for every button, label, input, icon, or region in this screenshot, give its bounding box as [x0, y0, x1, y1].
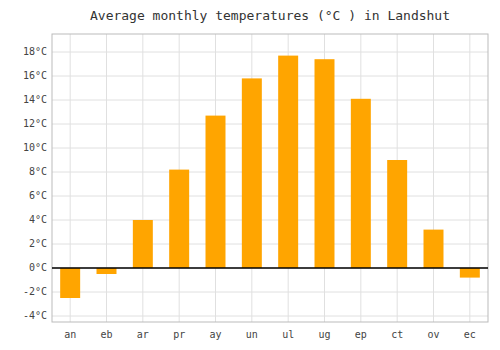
y-grid-line [52, 268, 488, 269]
x-grid-line [106, 34, 107, 322]
y-grid-line [52, 148, 488, 149]
bar [60, 268, 80, 298]
bar [351, 99, 371, 268]
y-grid-line [52, 196, 488, 197]
grid [52, 34, 488, 322]
bar [169, 170, 189, 268]
y-grid-line [52, 316, 488, 317]
plot-frame [52, 34, 488, 322]
y-grid-line [52, 100, 488, 101]
bar [133, 220, 153, 268]
x-tick-labels: an eb ar pr ay un ul ug ep ct ov ec [64, 329, 476, 340]
y-tick-label: -4°C [23, 310, 47, 321]
x-tick-label: ay [209, 329, 221, 340]
x-tick-label: pr [173, 329, 185, 340]
y-tick-label: 6°C [29, 190, 47, 201]
x-grid-line [142, 34, 143, 322]
bar [315, 59, 335, 268]
x-tick-label: an [64, 329, 76, 340]
x-tick-label: eb [100, 329, 112, 340]
y-tick-label: 8°C [29, 166, 47, 177]
y-tick-label: 4°C [29, 214, 47, 225]
x-tick-label: ar [137, 329, 149, 340]
title: Average monthly temperatures (°C ) in La… [90, 8, 450, 23]
y-grid-line [52, 244, 488, 245]
y-grid-line [52, 292, 488, 293]
y-grid-line [52, 124, 488, 125]
y-tick-label: 0°C [29, 262, 47, 273]
bar [242, 78, 262, 268]
y-tick-label: 2°C [29, 238, 47, 249]
x-tick-label: ul [282, 329, 294, 340]
y-tick-labels: -4°C -2°C 0°C 2°C 4°C 6°C 8°C 10°C 12°C 14°C 16°C 1… [23, 46, 47, 321]
x-tick-label: ec [464, 329, 476, 340]
bar [206, 116, 226, 268]
y-tick-label: -2°C [23, 286, 47, 297]
x-tick-label: un [246, 329, 258, 340]
zero-line [52, 267, 488, 269]
x-tick-label: ug [318, 329, 330, 340]
chart-container: -4°C -2°C 0°C 2°C 4°C 6°C 8°C 10°C 12°C 14°C 16°C 1… [0, 0, 500, 350]
chart-svg: -4°C -2°C 0°C 2°C 4°C 6°C 8°C 10°C 12°C 14°C 16°C 1… [0, 0, 500, 350]
bar [387, 160, 407, 268]
bars [60, 56, 480, 298]
y-tick-label: 18°C [23, 46, 47, 57]
y-grid-line [52, 172, 488, 173]
y-grid-line [52, 220, 488, 221]
y-grid-line [52, 52, 488, 53]
bar [460, 268, 480, 278]
x-grid-line [469, 34, 470, 322]
y-tick-label: 10°C [23, 142, 47, 153]
x-grid-line [433, 34, 434, 322]
bar [278, 56, 298, 268]
y-tick-label: 16°C [23, 70, 47, 81]
x-tick-label: ct [391, 329, 403, 340]
x-tick-label: ep [355, 329, 367, 340]
y-tick-label: 14°C [23, 94, 47, 105]
y-tick-label: 12°C [23, 118, 47, 129]
bar [97, 268, 117, 274]
bar [424, 230, 444, 268]
x-tick-label: ov [427, 329, 439, 340]
y-grid-line [52, 76, 488, 77]
